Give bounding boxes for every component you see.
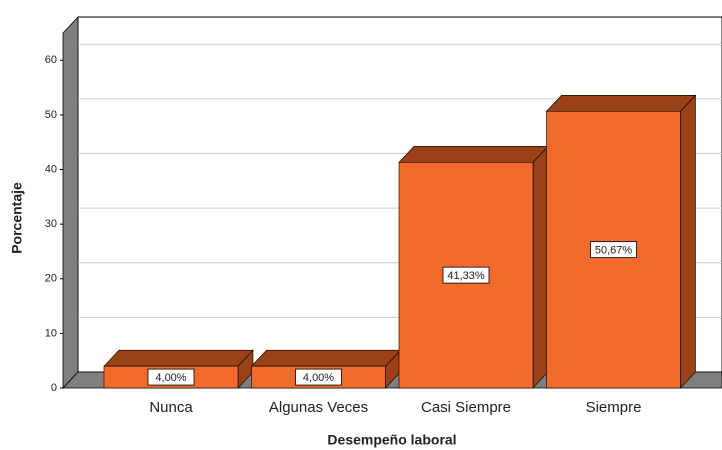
bar-side	[680, 94, 696, 389]
y-axis-title: Porcentaje	[9, 182, 25, 254]
value-label-box	[442, 266, 490, 284]
x-tick-label: Algunas Veces	[269, 399, 368, 416]
left-wall	[62, 15, 79, 390]
x-tick-label: Siempre	[586, 399, 642, 416]
y-tick-label: 50	[45, 109, 57, 121]
bar-top	[103, 349, 254, 367]
value-label-box	[147, 368, 195, 386]
value-label: 4,00%	[303, 372, 334, 384]
x-axis-title: Desempeño laboral	[327, 432, 456, 448]
x-tick-label: Casi Siempre	[421, 399, 511, 416]
value-label: 41,33%	[447, 270, 485, 282]
bar-side	[532, 145, 549, 389]
bar-top	[398, 145, 549, 163]
value-label: 50,67%	[595, 245, 633, 257]
y-tick-label: 0	[51, 382, 57, 394]
bar-top	[250, 349, 402, 367]
x-tick-label: Nunca	[149, 399, 193, 416]
y-tick-label: 10	[45, 327, 57, 339]
value-label-box	[295, 368, 342, 386]
y-tick-label: 60	[45, 54, 57, 66]
value-label-box	[590, 241, 637, 259]
y-tick-label: 20	[45, 273, 57, 285]
y-tick-label: 30	[45, 218, 57, 230]
y-tick-label: 40	[45, 163, 57, 175]
bar-top	[545, 94, 697, 112]
bar	[546, 110, 681, 389]
value-label: 4,00%	[155, 372, 186, 384]
